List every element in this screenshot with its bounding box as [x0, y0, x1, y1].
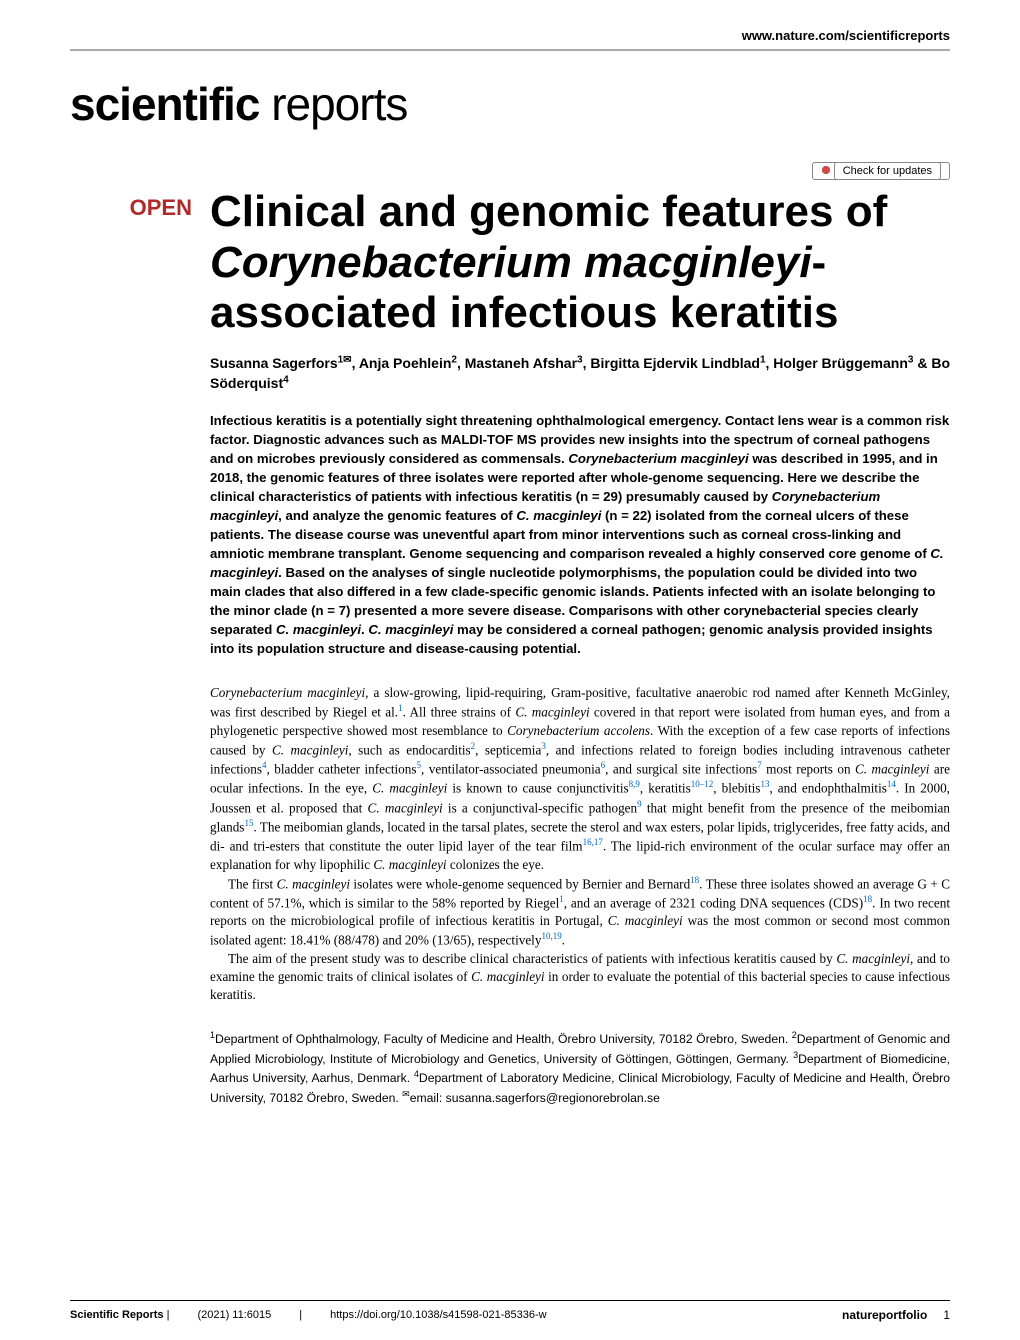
journal-logo: scientific reports: [0, 51, 1020, 131]
footer-doi[interactable]: https://doi.org/10.1038/s41598-021-85336…: [330, 1309, 547, 1321]
left-column: OPEN: [70, 187, 210, 1107]
header-url: www.nature.com/scientificreports: [0, 0, 1020, 43]
body-paragraph-3: The aim of the present study was to desc…: [210, 950, 950, 1004]
title-part-italic: Corynebacterium macginleyi: [210, 238, 812, 287]
page-footer: Scientific Reports | (2021) 11:6015 | ht…: [70, 1300, 950, 1340]
open-access-badge: OPEN: [70, 195, 192, 221]
journal-logo-bold: scientific: [70, 78, 259, 130]
journal-logo-light: reports: [259, 78, 407, 130]
body-paragraph-2: The first C. macginleyi isolates were wh…: [210, 874, 950, 950]
title-part-1: Clinical and genomic features of: [210, 187, 887, 236]
check-updates-label: Check for updates: [834, 162, 941, 180]
right-column: Clinical and genomic features of Coryneb…: [210, 187, 950, 1107]
footer-journal: Scientific Reports: [70, 1309, 164, 1321]
footer-citation: (2021) 11:6015: [197, 1309, 271, 1321]
footer-right: natureportfolio 1: [842, 1308, 950, 1322]
footer-separator-1: |: [167, 1309, 170, 1321]
body-text: Corynebacterium macginleyi, a slow-growi…: [210, 684, 950, 1003]
main-content: OPEN Clinical and genomic features of Co…: [0, 177, 1020, 1107]
check-updates-badge[interactable]: Check for updates: [0, 131, 1020, 177]
publisher-logo: natureportfolio: [842, 1308, 927, 1322]
article-title: Clinical and genomic features of Coryneb…: [210, 187, 950, 339]
affiliations: 1Department of Ophthalmology, Faculty of…: [210, 1029, 950, 1107]
author-list: Susanna Sagerfors1✉, Anja Poehlein2, Mas…: [210, 353, 950, 394]
footer-left: Scientific Reports | (2021) 11:6015 | ht…: [70, 1309, 547, 1321]
abstract: Infectious keratitis is a potentially si…: [210, 411, 950, 658]
footer-separator-2: |: [299, 1309, 302, 1321]
page-number: 1: [943, 1308, 950, 1322]
body-paragraph-1: Corynebacterium macginleyi, a slow-growi…: [210, 684, 950, 873]
